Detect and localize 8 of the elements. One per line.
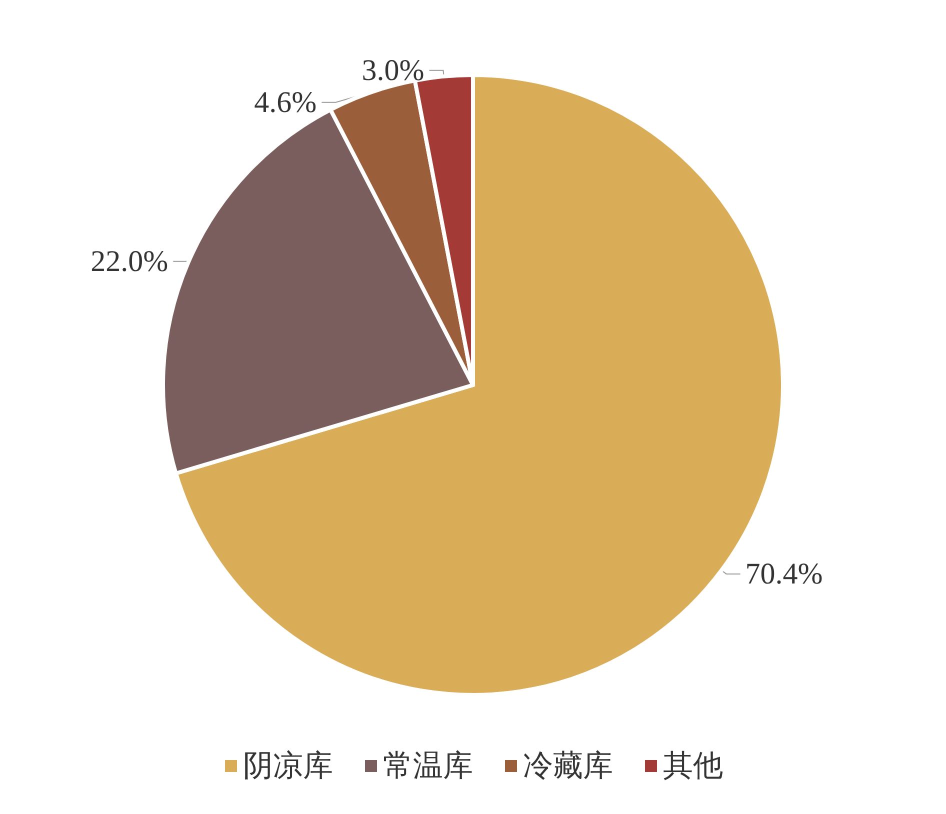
legend-label: 冷藏库 — [523, 750, 613, 782]
data-label: 3.0% — [362, 54, 424, 87]
legend-label: 常温库 — [383, 750, 473, 782]
data-label: 70.4% — [745, 557, 823, 590]
legend-label: 其他 — [663, 750, 723, 782]
data-label: 22.0% — [90, 244, 168, 278]
data-label: 4.6% — [254, 86, 317, 119]
legend-label: 阴凉库 — [243, 750, 333, 782]
